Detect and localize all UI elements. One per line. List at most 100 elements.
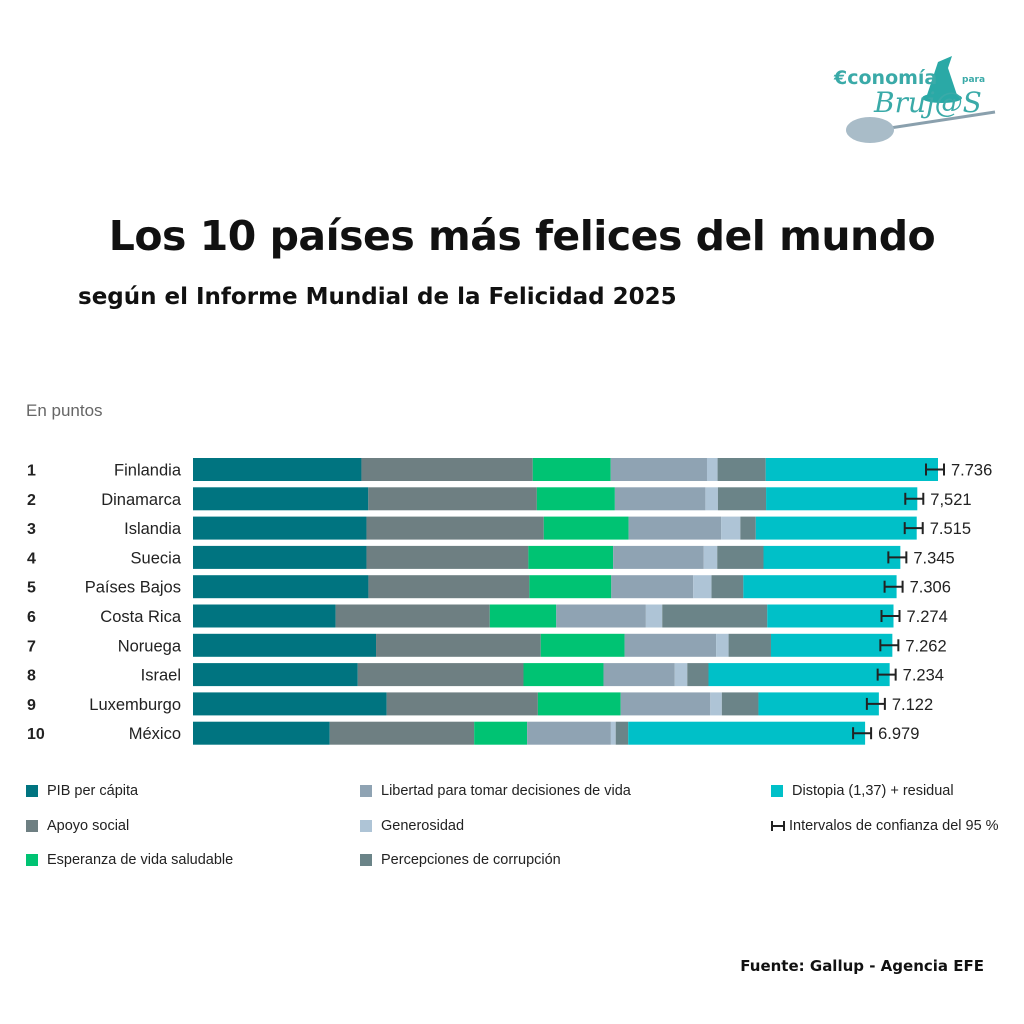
rank-label: 8 [27,668,36,685]
bar-segment-7 [767,604,894,628]
total-value-label: 7.306 [910,579,951,597]
legend-swatch [360,785,372,797]
bar-segment-2 [368,575,530,599]
bar-segment-3 [523,663,604,687]
bar-segment-5 [703,545,718,569]
bar-segment-5 [710,692,722,716]
bar-segment-6 [717,487,767,511]
total-value-label: 7.515 [930,520,971,538]
bar-segment-5 [645,604,663,628]
total-value-label: 7.274 [907,608,948,626]
total-value-label: 7.234 [903,667,944,685]
bar-segment-6 [728,633,771,657]
bar-segment-7 [628,721,866,745]
bar-segment-1 [193,458,362,481]
logo-line1: €conomía [833,67,937,89]
rank-label: 3 [27,521,36,538]
bar-segment-1 [193,721,330,745]
bar-segment-5 [706,458,718,481]
witch-hat-icon [926,56,958,98]
country-label: Finlandia [114,462,182,480]
bar-segment-2 [361,458,533,481]
bar-segment-4 [611,575,694,599]
legend: PIB per cápita Apoyo social Esperanza de… [0,783,1024,883]
bar-segment-7 [766,487,918,511]
bar-segment-7 [708,663,890,687]
bar-segment-3 [474,721,528,745]
bar-segment-5 [610,721,616,745]
bar-segment-7 [765,458,938,481]
bar-segment-6 [615,721,629,745]
bar-segment-3 [532,458,611,481]
legend-item-libertad: Libertad para tomar decisiones de vida [360,783,631,799]
bar-segment-4 [603,663,675,687]
bar-segment-1 [193,575,369,599]
unit-label: En puntos [26,401,103,420]
rank-label: 5 [27,580,36,597]
bar-segment-3 [489,604,557,628]
rank-label: 7 [27,638,36,655]
bar-segment-7 [743,575,897,599]
logo-line2: para [962,75,985,85]
country-label: Islandia [124,520,182,538]
bar-segment-5 [674,663,688,687]
legend-swatch [360,820,372,832]
stacked-bar-chart: 1 Finlandia 7.736 2 Dinamarca 7,521 3 Islandia 7… [27,458,992,745]
rank-label: 6 [27,609,36,626]
legend-swatch [26,854,38,866]
bar-segment-7 [770,633,893,657]
legend-swatch [360,854,372,866]
bar-segment-5 [693,575,712,599]
legend-item-generosidad: Generosidad [360,818,464,834]
bar-segment-1 [193,692,387,716]
bar-segment-1 [193,604,336,628]
bar-segment-1 [193,516,367,540]
bar-segment-3 [536,487,615,511]
page-subtitle: según el Informe Mundial de la Felicidad… [78,284,677,310]
bar-segment-6 [740,516,756,540]
bar-segment-4 [628,516,722,540]
legend-item-corrupcion: Percepciones de corrupción [360,852,561,868]
bar-segment-7 [763,545,901,569]
bar-segment-4 [556,604,646,628]
bar-segment-1 [193,663,358,687]
bar-segment-4 [527,721,611,745]
legend-label: Percepciones de corrupción [381,852,561,868]
rank-label: 4 [27,550,36,567]
legend-label: Generosidad [381,818,465,834]
bar-segment-6 [711,575,744,599]
total-value-label: 7.122 [892,696,933,714]
legend-item-distopia: Distopia (1,37) + residual [771,783,954,799]
brand-logo: €conomía para Bruj@S [830,50,1010,150]
bar-segment-6 [662,604,768,628]
bar-segment-6 [717,545,764,569]
legend-swatch [26,785,38,797]
bar-segment-2 [366,545,529,569]
bar-segment-3 [540,633,625,657]
legend-label: Intervalos de confianza del 95 % [789,818,999,834]
bar-segment-7 [758,692,879,716]
total-value-label: 6.979 [878,725,919,743]
country-label: Dinamarca [101,491,182,509]
bar-segment-4 [610,458,707,481]
bar-segment-3 [543,516,629,540]
legend-item-apoyo: Apoyo social [26,818,129,834]
legend-label: Distopia (1,37) + residual [792,783,954,799]
country-label: México [129,725,181,743]
total-value-label: 7.262 [905,637,946,655]
bar-segment-1 [193,545,367,569]
total-value-label: 7,521 [930,491,971,509]
bar-segment-4 [614,487,706,511]
page-title: Los 10 países más felices del mundo [108,212,936,260]
country-label: Suecia [131,549,182,567]
bar-segment-5 [705,487,718,511]
bar-segment-5 [716,633,729,657]
legend-item-ci: Intervalos de confianza del 95 % [771,818,999,834]
legend-label: Apoyo social [47,818,130,834]
country-label: Costa Rica [100,608,182,626]
bar-segment-2 [376,633,541,657]
legend-label: Libertad para tomar decisiones de vida [381,783,631,799]
bar-segment-4 [620,692,711,716]
bar-segment-2 [335,604,490,628]
rank-label: 1 [27,463,36,480]
